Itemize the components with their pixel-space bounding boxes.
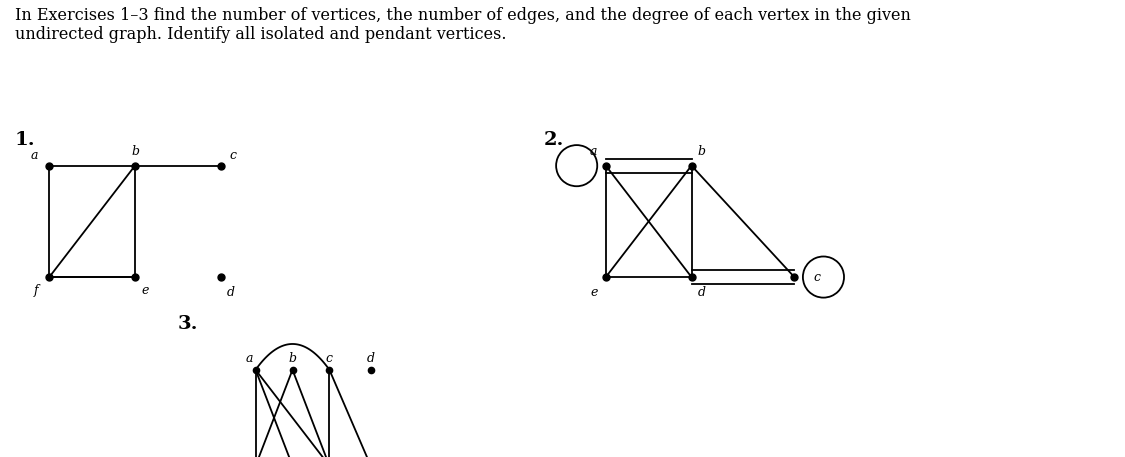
Text: d: d — [367, 351, 375, 365]
Text: 2.: 2. — [544, 132, 565, 149]
Text: In Exercises 1–3 find the number of vertices, the number of edges, and the degre: In Exercises 1–3 find the number of vert… — [15, 7, 910, 43]
Text: b: b — [288, 351, 297, 365]
Text: c: c — [813, 271, 820, 283]
Text: a: a — [246, 351, 253, 365]
Text: a: a — [591, 145, 597, 159]
Text: d: d — [227, 286, 235, 299]
Text: 1.: 1. — [15, 132, 36, 149]
Text: c: c — [229, 149, 236, 162]
Text: c: c — [326, 351, 333, 365]
Text: b: b — [130, 145, 140, 159]
Text: d: d — [698, 286, 705, 299]
Text: b: b — [698, 145, 705, 159]
Text: e: e — [142, 284, 148, 297]
Text: e: e — [591, 286, 597, 299]
Text: a: a — [30, 149, 37, 162]
Text: f: f — [34, 284, 38, 297]
Text: 3.: 3. — [178, 315, 198, 333]
